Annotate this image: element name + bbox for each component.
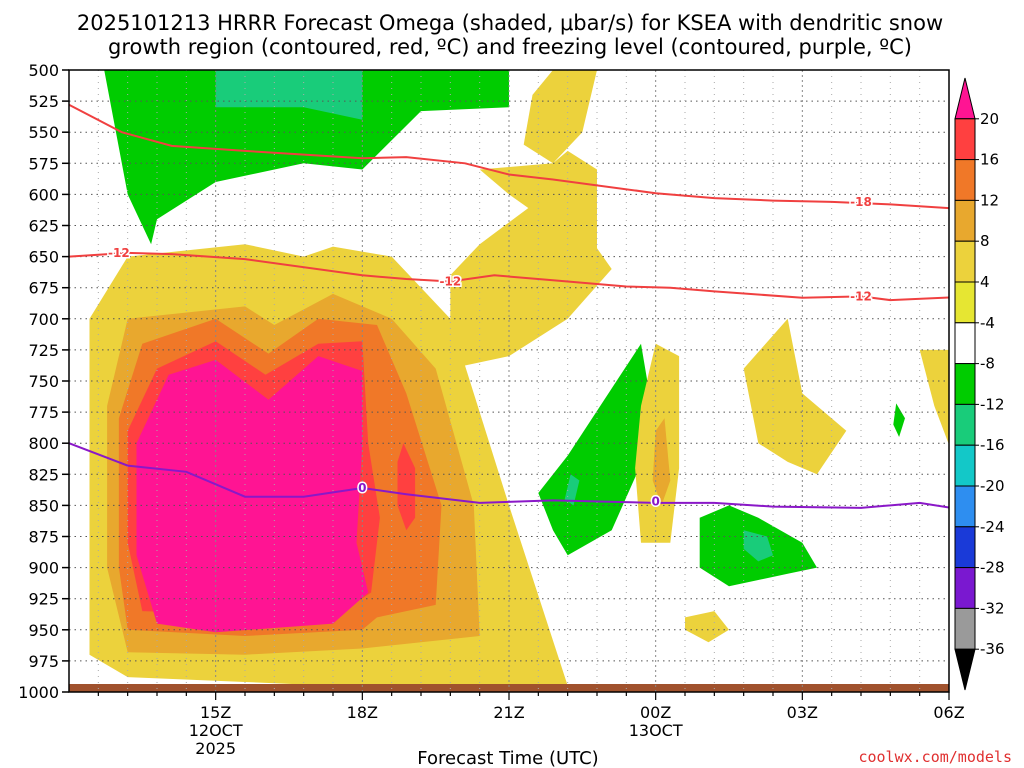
contour-label: -12 <box>850 289 872 303</box>
contour-label: 0 <box>651 495 659 509</box>
colorbar-label: 20 <box>980 110 999 128</box>
omega-region-20 <box>685 611 729 643</box>
omega-region-19 <box>919 349 949 445</box>
colorbar-swatch <box>954 240 976 283</box>
contour-labels: -18 -12 -12 -12 0 0 <box>107 193 874 510</box>
contour-line-0 <box>69 103 949 210</box>
y-tick-label: 650 <box>28 248 59 267</box>
colorbar-swatch <box>954 199 976 242</box>
omega-region-14 <box>652 418 671 506</box>
omega-region-5 <box>397 443 416 531</box>
omega-region-12 <box>564 474 580 506</box>
y-tick-label: 750 <box>28 372 59 391</box>
y-tick-label: 975 <box>28 652 59 671</box>
contour-label: -18 <box>850 195 872 209</box>
y-tick-label: 950 <box>28 621 59 640</box>
contour-label: -12 <box>439 274 461 288</box>
x-tick-label: 15Z <box>200 703 231 722</box>
colorbar-label: 12 <box>980 191 999 209</box>
omega-region-4 <box>136 356 369 633</box>
colorbar-label: 8 <box>980 232 990 250</box>
contour-label: 0 <box>358 481 366 495</box>
y-tick-label: 875 <box>28 528 59 547</box>
y-tick-label: 600 <box>28 185 59 204</box>
colorbar-bottom-arrow <box>954 648 976 691</box>
x-tick-date: 12OCT <box>189 721 243 740</box>
colorbar-label: 4 <box>980 273 990 291</box>
colorbar-swatch <box>954 363 976 405</box>
colorbar: 20 16 12 8 4 -4 -8 -12 -16 -20 -24 -28 -32 -36 <box>954 77 1005 691</box>
colorbar-swatch <box>954 159 976 201</box>
omega-region-16 <box>743 530 773 562</box>
omega-region-7 <box>523 70 597 164</box>
y-tick-label: 700 <box>28 310 59 329</box>
chart-title-line-2: growth region (contoured, red, ºC) and f… <box>108 35 912 59</box>
y-tick-label: 500 <box>28 61 59 80</box>
colorbar-swatch <box>954 403 976 446</box>
colorbar-label: -12 <box>980 395 1005 413</box>
colorbar-swatch <box>954 567 976 609</box>
y-tick-label: 925 <box>28 590 59 609</box>
chart-title-line-1: 2025101213 HRRR Forecast Omega (shaded, … <box>77 11 943 35</box>
colorbar-swatch <box>954 485 976 528</box>
y-tick-label: 1000 <box>18 683 59 702</box>
y-tick-label: 675 <box>28 279 59 298</box>
colorbar-label: -32 <box>980 599 1005 617</box>
colorbar-swatch <box>954 607 976 650</box>
colorbar-top-arrow <box>954 77 976 120</box>
contour-line-1 <box>69 251 949 302</box>
y-tick-label: 775 <box>28 403 59 422</box>
grid-lines <box>69 70 950 692</box>
x-tick-label: 00Z <box>640 703 671 722</box>
x-tick-date: 13OCT <box>629 721 683 740</box>
colorbar-label: -16 <box>980 436 1005 454</box>
credit-text: coolwx.com/models <box>858 748 1012 766</box>
colorbar-label: -28 <box>980 559 1005 577</box>
y-tick-label: 725 <box>28 341 59 360</box>
colorbar-swatch <box>954 118 976 161</box>
colorbar-swatch <box>954 281 976 324</box>
y-tick-label: 825 <box>28 465 59 484</box>
omega-region-10 <box>215 70 363 120</box>
x-tick-label: 18Z <box>347 703 378 722</box>
y-tick-label: 550 <box>28 123 59 142</box>
colorbar-label: -20 <box>980 477 1005 495</box>
y-tick-label: 525 <box>28 92 59 111</box>
x-axis-label: Forecast Time (UTC) <box>417 748 598 768</box>
colorbar-label: -4 <box>980 314 995 332</box>
contour-label: -12 <box>108 246 130 260</box>
omega-region-9 <box>104 70 509 245</box>
y-tick-label: 575 <box>28 154 59 173</box>
omega-region-18 <box>893 403 905 437</box>
y-axis-ticks: 500 525 550 575 600 625 650 675 700 725 750 775 800 8… <box>18 61 69 702</box>
ground-layer <box>69 684 949 692</box>
omega-region-8 <box>450 200 612 369</box>
colorbar-swatch <box>954 444 976 487</box>
colorbar-swatch <box>954 322 976 365</box>
contour-line-2 <box>69 442 949 509</box>
x-tick-label: 06Z <box>933 703 964 722</box>
y-tick-label: 625 <box>28 217 59 236</box>
x-tick-year: 2025 <box>195 739 236 758</box>
x-tick-label: 03Z <box>787 703 818 722</box>
colorbar-swatch <box>954 526 976 569</box>
omega-region-17 <box>743 318 847 475</box>
y-tick-label: 850 <box>28 496 59 515</box>
colorbar-label: -36 <box>980 640 1005 658</box>
temperature-contours <box>69 103 949 509</box>
colorbar-label: -24 <box>980 518 1005 536</box>
colorbar-label: -8 <box>980 355 995 373</box>
y-tick-label: 800 <box>28 434 59 453</box>
omega-shaded-regions <box>89 70 949 690</box>
x-tick-label: 21Z <box>493 703 524 722</box>
y-tick-label: 900 <box>28 559 59 578</box>
colorbar-label: 16 <box>980 151 999 169</box>
